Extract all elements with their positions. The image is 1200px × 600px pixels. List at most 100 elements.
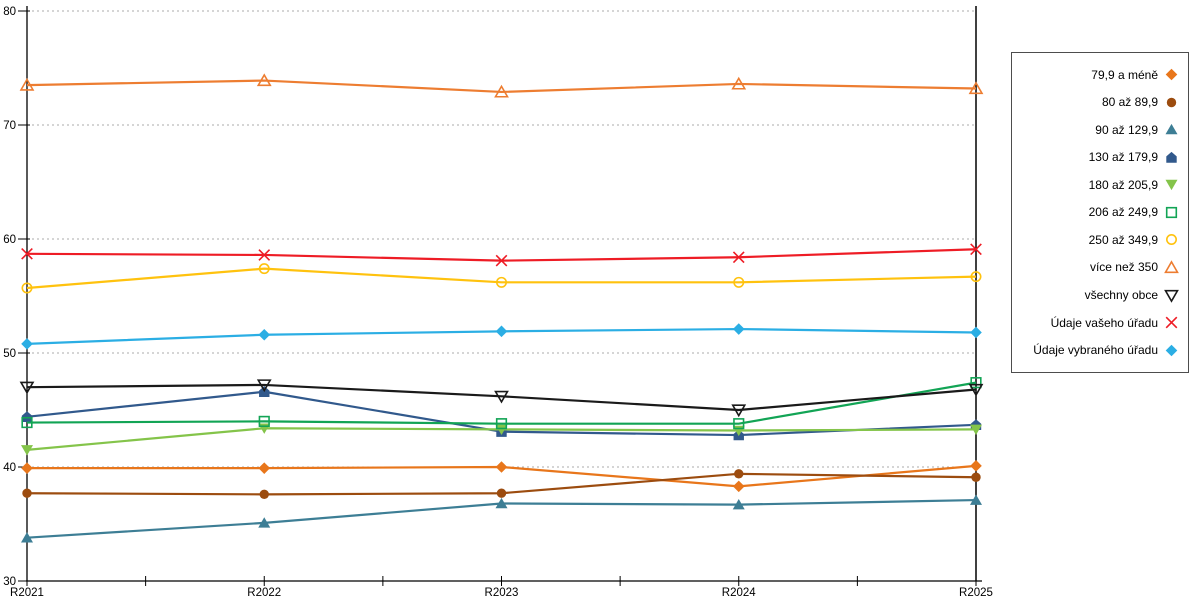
legend-marker-shape [1164, 289, 1179, 303]
legend-marker-shape [1165, 180, 1178, 191]
legend-marker-circle-icon [1166, 234, 1177, 246]
x-tick-label: R2021 [10, 587, 44, 599]
legend-label: 79,9 a méně [1091, 67, 1158, 82]
legend-label: 180 až 205,9 [1088, 177, 1158, 192]
legend-label: 90 až 129,9 [1095, 122, 1158, 137]
series-marker-9 [495, 254, 508, 267]
y-tick-label: 50 [3, 348, 16, 360]
series-marker-1 [259, 489, 269, 500]
series-marker-0 [21, 462, 33, 474]
series-marker-2 [970, 494, 982, 505]
legend-marker-shape [1166, 151, 1177, 163]
legend-marker-diamond-icon [1165, 344, 1178, 356]
legend-item-9: Údaje vašeho úřadu [1016, 315, 1179, 330]
legend-marker-shape [1165, 316, 1178, 329]
legend-item-8: všechny obce [1016, 288, 1179, 303]
series-marker-1 [496, 488, 507, 498]
legend-item-7: více než 350 [1016, 260, 1179, 275]
series-marker-1 [734, 469, 744, 479]
series-line-7 [26, 79, 977, 94]
series-marker-8 [494, 390, 509, 404]
series-marker-4 [495, 424, 508, 435]
series-marker-6 [495, 276, 507, 288]
legend-label: Údaje vašeho úřadu [1050, 315, 1158, 330]
series-marker-2 [732, 499, 745, 510]
legend-label: 80 až 89,9 [1101, 95, 1158, 110]
y-tick-label: 30 [3, 576, 16, 588]
legend-item-3: 130 až 179,9 [1016, 150, 1179, 165]
series-marker-1 [971, 472, 981, 482]
legend-label: více než 350 [1089, 260, 1158, 275]
series-marker-7 [19, 77, 35, 91]
series-marker-2 [495, 497, 508, 509]
legend-marker-shape [1166, 234, 1177, 246]
legend-item-2: 90 až 129,9 [1016, 122, 1179, 137]
series-marker-0 [732, 480, 745, 493]
legend-item-0: 79,9 a méně [1016, 67, 1179, 82]
series-line-9 [26, 248, 977, 262]
series-marker-0 [258, 462, 271, 474]
legend-marker-circle-icon [1166, 97, 1177, 107]
legend-marker-square-icon [1165, 206, 1178, 219]
legend-label: 250 až 349,9 [1088, 232, 1158, 247]
legend: 79,9 a méně 80 až 89,9 90 až 129,9 130 až 1… [1011, 52, 1189, 373]
legend-marker-x-icon [1165, 316, 1178, 329]
series-line-5 [26, 381, 977, 425]
y-tick-label: 80 [3, 6, 16, 18]
series-marker-0 [970, 460, 982, 472]
series-marker-3 [21, 411, 33, 423]
x-tick-label: R2025 [959, 587, 993, 599]
series-marker-7 [731, 76, 747, 90]
legend-marker-shape [1164, 260, 1179, 274]
legend-marker-triangle-down-icon [1164, 289, 1179, 303]
legend-marker-triangle-down-icon [1165, 180, 1178, 191]
legend-item-1: 80 až 89,9 [1016, 95, 1179, 110]
y-tick-label: 60 [3, 234, 16, 246]
legend-marker-shape [1166, 97, 1177, 107]
series-marker-10 [21, 338, 33, 350]
series-marker-8 [19, 381, 35, 395]
legend-item-6: 250 až 349,9 [1016, 232, 1179, 247]
legend-label: 206 až 249,9 [1088, 205, 1158, 220]
series-marker-5 [21, 416, 33, 429]
series-marker-5 [258, 415, 270, 428]
legend-label: Údaje vybraného úřadu [1033, 343, 1158, 358]
series-marker-10 [495, 325, 508, 338]
series-marker-9 [970, 243, 982, 256]
series-line-8 [26, 383, 977, 412]
series-marker-8 [256, 379, 272, 393]
legend-marker-triangle-up-icon [1165, 124, 1178, 135]
series-marker-4 [970, 424, 982, 435]
series-marker-2 [21, 532, 33, 543]
series-marker-1 [22, 488, 32, 498]
series-marker-5 [733, 418, 745, 430]
legend-marker-shape [1165, 124, 1178, 135]
series-marker-6 [258, 263, 270, 275]
series-marker-9 [732, 251, 745, 264]
series-line-6 [26, 267, 977, 290]
legend-item-4: 180 až 205,9 [1016, 177, 1179, 192]
x-tick-label: R2023 [485, 587, 519, 599]
series-marker-9 [258, 249, 271, 261]
series-marker-9 [21, 247, 33, 260]
series-marker-8 [731, 404, 747, 418]
series-marker-6 [21, 282, 33, 294]
y-tick-label: 40 [3, 462, 16, 474]
series-marker-0 [495, 461, 508, 473]
legend-marker-shape [1165, 344, 1178, 356]
series-marker-10 [258, 328, 271, 341]
legend-label: 130 až 179,9 [1088, 150, 1158, 165]
series-marker-10 [970, 326, 982, 339]
series-marker-4 [21, 445, 33, 456]
series-marker-7 [494, 84, 509, 98]
legend-item-10: Údaje vybraného úřadu [1016, 343, 1179, 358]
legend-marker-diamond-icon [1165, 68, 1178, 81]
series-marker-5 [495, 418, 508, 430]
series-marker-7 [968, 81, 984, 95]
y-tick-label: 70 [3, 120, 16, 132]
series-marker-5 [970, 377, 982, 389]
x-tick-label: R2024 [722, 587, 756, 599]
series-marker-10 [732, 323, 745, 335]
legend-marker-pentagon-icon [1166, 151, 1177, 163]
